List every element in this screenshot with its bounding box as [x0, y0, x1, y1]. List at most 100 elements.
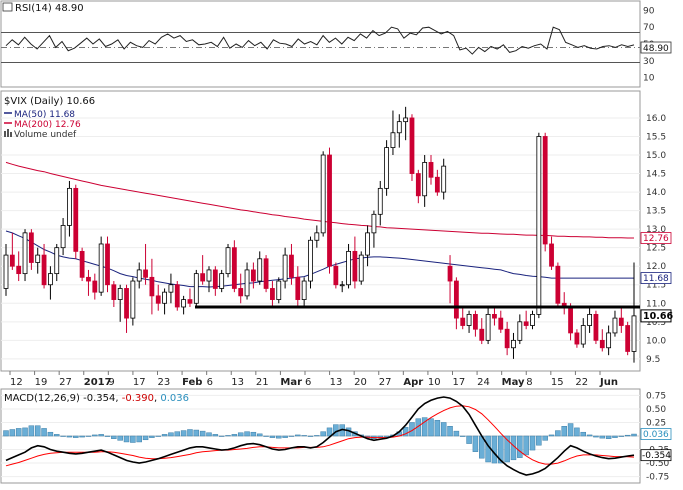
macd-hist-bar [111, 435, 117, 439]
candle [238, 273, 244, 304]
macd-hist-bar [34, 425, 41, 437]
date-label: 21 [256, 377, 269, 388]
price-title-label: $VIX (Daily) 10.66 [4, 96, 95, 107]
macd-hist-bar [212, 434, 219, 437]
macd-tick-label: 0.50 [646, 405, 666, 415]
macd-hist-bar [314, 435, 320, 437]
macd-hist-bar [472, 435, 479, 452]
candle [365, 225, 370, 267]
rsi-title-swatch [2, 2, 13, 12]
macd-hist-value-badge-text: 0.036 [643, 430, 669, 440]
macd-hist-bar [326, 427, 333, 437]
macd-hist-bar [536, 435, 542, 446]
macd-hist-bar [288, 435, 295, 437]
macd-hist-bar [180, 430, 187, 437]
macd-hist-bar [130, 435, 136, 443]
candle [523, 310, 529, 330]
candle [485, 306, 491, 345]
rsi-tick-label: 30 [643, 57, 655, 67]
macd-hist-bar [421, 417, 428, 437]
candle [339, 281, 345, 293]
macd-title-sep2: , [154, 393, 160, 404]
candle [212, 266, 218, 296]
date-label: 13 [330, 377, 343, 388]
price-tick-label: 12.5 [646, 244, 666, 254]
candle [580, 318, 586, 348]
macd-tick-label: -0.50 [646, 459, 670, 469]
candle [60, 218, 66, 256]
rsi-panel: 9070503010 RSI(14) 48.90 48.90 [0, 0, 672, 88]
rsi-title: RSI(14) 48.90 [2, 2, 84, 14]
candle [473, 310, 478, 337]
date-label: 6 [305, 377, 311, 388]
candle [333, 262, 339, 289]
candle [111, 281, 117, 307]
price-value-badge: 10.66 [640, 309, 673, 323]
macd-hist-bar [263, 435, 269, 437]
candle [308, 236, 313, 289]
candle [136, 262, 142, 289]
candle [371, 210, 377, 248]
candle [492, 306, 497, 326]
candle [206, 266, 212, 293]
candle [466, 310, 472, 333]
candle [631, 262, 637, 363]
price-panel: 9.5 10.0 10.5 11.0 11.5 12.0 12.5 13.0 13.5 14.0 1… [0, 90, 673, 372]
candle [428, 155, 434, 185]
macd-hist-bar [624, 434, 631, 437]
price-tick-label: 14.5 [646, 170, 666, 180]
macd-hist-bar [618, 435, 625, 437]
ma50-legend-label: MA(50) 11.68 [14, 110, 75, 120]
macd-hist-bar [168, 432, 174, 437]
macd-hist-bar [231, 434, 238, 437]
date-label: 8 [526, 377, 532, 388]
macd-hist-bar [250, 431, 257, 437]
date-label: 12 [10, 377, 23, 388]
candle [16, 251, 22, 282]
macd-title: MACD(12,26,9) -0.354, -0.390, 0.036 [4, 393, 189, 404]
rsi-value-badge: 48.90 [640, 41, 672, 54]
macd-hist-bar [53, 434, 60, 437]
date-label: 19 [35, 377, 48, 388]
ma50-line [5, 230, 634, 288]
macd-hist-bar [92, 434, 98, 437]
macd-title-sep1: , [115, 393, 121, 404]
ma200-value-badge: 12.76 [640, 232, 672, 244]
candle [117, 284, 123, 322]
macd-hist-bar [60, 435, 66, 437]
macd-hist-bar [206, 432, 212, 437]
macd-hist-bar [66, 435, 73, 438]
candle [453, 277, 459, 330]
candle [276, 277, 282, 304]
macd-hist-bar [174, 431, 181, 437]
price-tick-label: 15.5 [646, 132, 666, 142]
candle [612, 310, 618, 337]
macd-histogram [3, 417, 637, 464]
candle [599, 329, 605, 352]
candle [618, 306, 624, 333]
candle [606, 325, 612, 356]
candle [314, 225, 320, 248]
macd-hist-bar [161, 434, 168, 437]
candle [555, 262, 561, 307]
candle [409, 114, 415, 181]
price-tick-label: 14.0 [646, 188, 666, 198]
date-label: 23 [158, 377, 171, 388]
price-tick-label: 12.0 [646, 262, 666, 272]
macd-title-macd-value: -0.354 [83, 393, 115, 404]
macd-hist-bar [459, 435, 466, 437]
candle [28, 229, 34, 270]
candlesticks [3, 106, 637, 363]
macd-hist-bar [574, 427, 580, 437]
macd-hist-bar [523, 435, 529, 456]
candle [187, 288, 193, 307]
macd-value-badge-text: -0.354 [642, 451, 671, 461]
macd-hist-bar [453, 430, 460, 437]
price-tick-label: 10.0 [646, 336, 666, 346]
candle [200, 255, 206, 285]
macd-hist-bar [237, 432, 244, 437]
candle [79, 247, 85, 282]
macd-hist-bar [548, 434, 555, 437]
macd-hist-bar [85, 435, 92, 437]
